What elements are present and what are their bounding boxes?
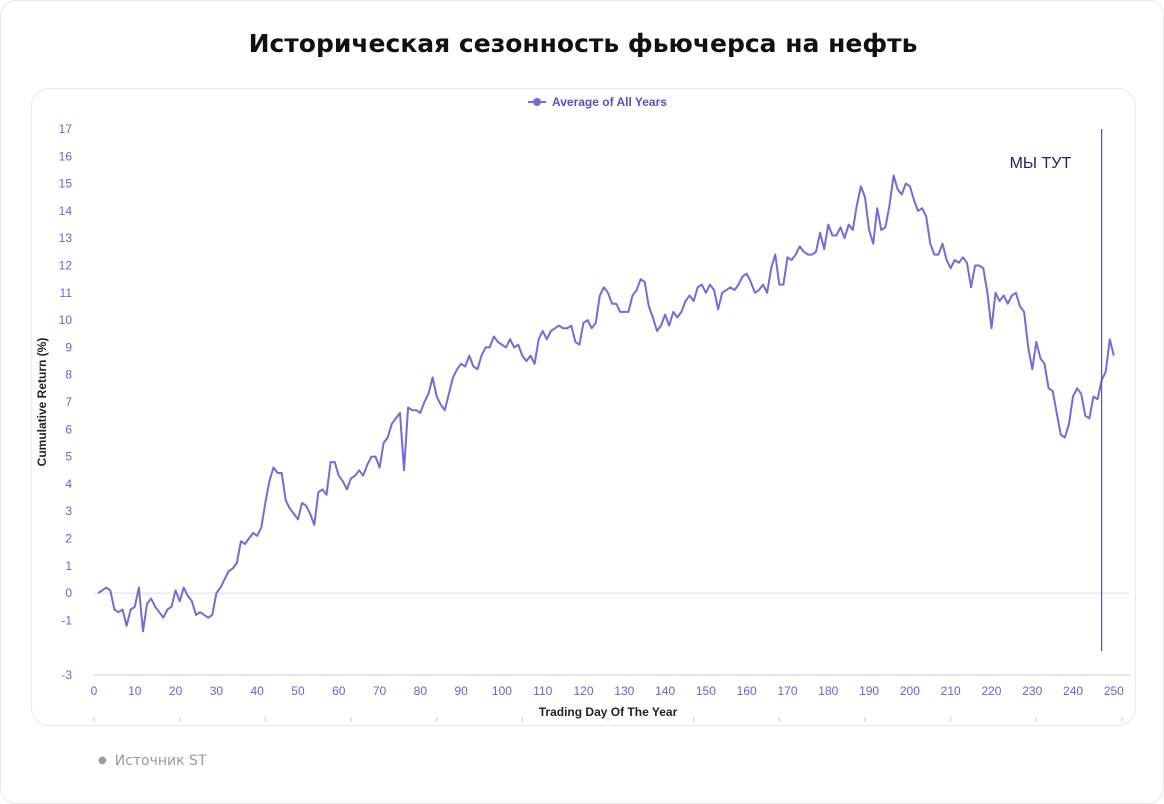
legend-marker xyxy=(533,98,541,106)
chart-card: Average of All Years -3 -1 0 1 2 3 4 5 6 7 8 9 10 11 1… xyxy=(31,88,1136,726)
y-tick-label: 16 xyxy=(59,149,73,163)
y-tick-label: -1 xyxy=(61,613,72,627)
x-tick-label: 220 xyxy=(981,684,1001,698)
y-tick-label: 9 xyxy=(65,340,72,354)
annotation-label: МЫ ТУТ xyxy=(1010,155,1072,172)
y-tick-label: 15 xyxy=(59,177,73,191)
x-tick-label: 110 xyxy=(533,684,552,698)
x-tick-label: 160 xyxy=(737,684,757,698)
y-tick-label: 3 xyxy=(65,504,72,518)
x-tick-label: 90 xyxy=(454,684,468,698)
x-tick-label: 20 xyxy=(169,684,183,698)
y-tick-label: 11 xyxy=(60,286,73,300)
bullet-icon: ● xyxy=(98,755,107,766)
x-tick-label: 210 xyxy=(941,684,961,698)
x-axis-title: Trading Day Of The Year xyxy=(539,705,678,719)
x-tick-label: 240 xyxy=(1063,684,1083,698)
chart: Average of All Years -3-1012345678910111… xyxy=(35,95,1130,722)
x-tick-label: 170 xyxy=(777,684,797,698)
y-tick-label: 0 xyxy=(65,586,72,600)
x-axis: 0 10 20 30 40 50 60 70 80 90 100 110 120 130 140 150 160… xyxy=(91,684,1124,722)
x-tick-label: 250 xyxy=(1104,684,1124,698)
x-tick-label: 60 xyxy=(332,684,346,698)
y-tick-label: 8 xyxy=(65,368,72,382)
y-tick-label: 12 xyxy=(59,259,73,273)
y-tick-label: 4 xyxy=(65,477,72,491)
x-tick-label: 0 xyxy=(91,684,98,698)
x-tick-label: 190 xyxy=(859,684,879,698)
page-title: Историческая сезонность фьючерса на нефт… xyxy=(248,29,918,58)
y-axis-title: Cumulative Return (%) xyxy=(35,338,49,467)
x-tick-label: 120 xyxy=(574,684,594,698)
y-tick-label: 6 xyxy=(65,422,72,436)
x-tick-label: 180 xyxy=(818,684,838,698)
y-tick-label: 14 xyxy=(59,204,73,218)
y-tick-label: 7 xyxy=(65,395,72,409)
x-tick-label: 80 xyxy=(414,684,428,698)
source-text: Источник ST xyxy=(114,753,207,769)
y-tick-label: -3 xyxy=(61,668,72,682)
x-tick-label: 30 xyxy=(210,684,224,698)
x-tick-label: 130 xyxy=(614,684,634,698)
y-tick-label: 10 xyxy=(59,313,73,327)
x-tick-label: 100 xyxy=(492,684,512,698)
x-tick-label: 230 xyxy=(1022,684,1042,698)
x-tick-label: 200 xyxy=(900,684,920,698)
x-tick-label: 40 xyxy=(250,684,264,698)
series-line-average-of-all-years xyxy=(97,174,1115,633)
x-tick-label: 150 xyxy=(696,684,716,698)
y-tick-label: 2 xyxy=(65,532,72,546)
y-tick-label: 17 xyxy=(59,122,73,136)
x-tick-label: 50 xyxy=(291,684,305,698)
legend-label: Average of All Years xyxy=(552,95,667,109)
y-tick-label: 1 xyxy=(65,559,72,573)
x-tick-label: 140 xyxy=(655,684,675,698)
source-note: ● Источник ST xyxy=(98,753,207,769)
y-tick-label: 13 xyxy=(59,231,73,245)
y-tick-label: 5 xyxy=(65,450,72,464)
legend: Average of All Years xyxy=(528,95,667,109)
x-tick-label: 10 xyxy=(128,684,142,698)
x-tick-label: 70 xyxy=(373,684,387,698)
